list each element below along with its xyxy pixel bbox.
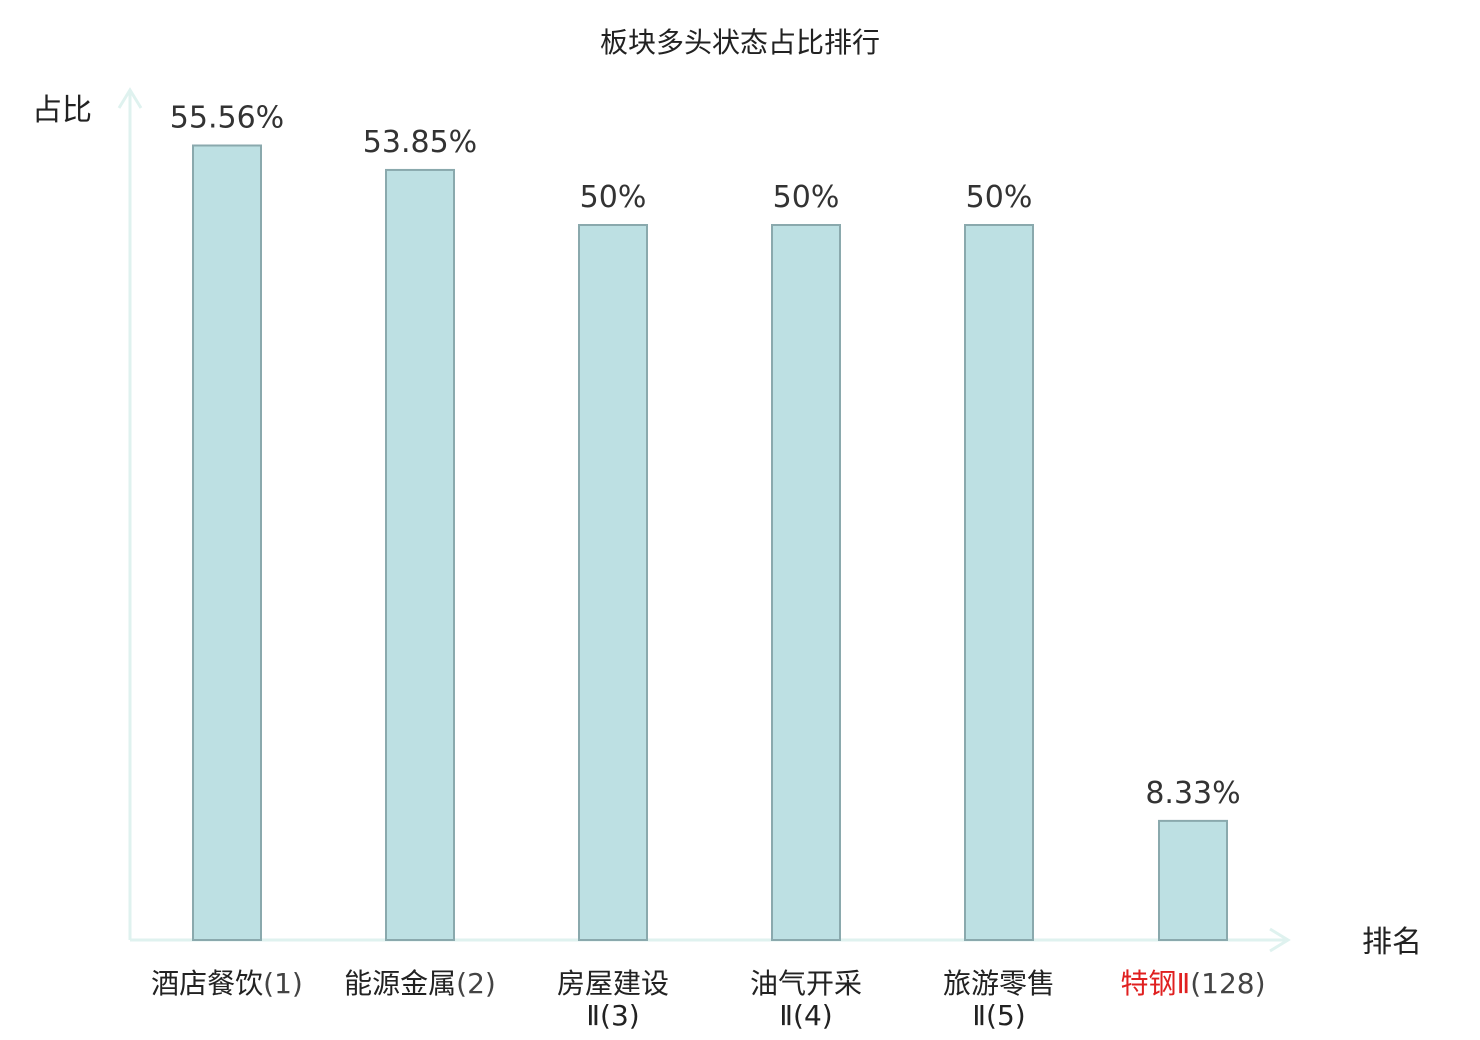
value-labels-group: 55.56% 53.85% 50% 50% 50% 8.33% <box>170 100 1241 810</box>
y-axis-arrow-icon <box>117 87 143 109</box>
category-name: 房屋建设 <box>557 967 669 1000</box>
category-label: 酒店餐饮(1) <box>151 967 303 1000</box>
bar-value-label: 55.56% <box>170 100 284 135</box>
category-name: 能源金属 <box>344 967 456 1000</box>
bar <box>578 224 648 941</box>
category-rank: (2) <box>456 967 496 1000</box>
bar-value-label: 50% <box>966 180 1033 215</box>
category-label: 房屋建设 <box>557 967 669 1000</box>
category-rank: (128) <box>1190 967 1265 1000</box>
bar-value-label: 50% <box>580 180 647 215</box>
category-rank-line: Ⅱ(3) <box>586 999 639 1032</box>
category-label: 能源金属(2) <box>344 967 496 1000</box>
bar-value-label: 8.33% <box>1145 776 1240 811</box>
category-rank: (1) <box>263 967 303 1000</box>
category-label: 特钢Ⅱ(128) <box>1120 967 1265 1000</box>
bar <box>385 168 455 941</box>
bar <box>964 224 1034 941</box>
bar <box>1158 819 1228 941</box>
x-axis-arrow-icon <box>1269 927 1291 953</box>
bar-value-label: 53.85% <box>363 125 477 160</box>
category-name: 特钢Ⅱ <box>1120 967 1190 1000</box>
category-name: 油气开采 <box>750 967 862 1000</box>
bar <box>771 224 841 941</box>
category-label: 旅游零售 <box>943 967 1055 1000</box>
bar-value-label: 50% <box>773 180 840 215</box>
category-name: 酒店餐饮 <box>151 967 263 1000</box>
category-rank-line: Ⅱ(5) <box>972 999 1025 1032</box>
bar <box>192 144 262 941</box>
category-rank-line: Ⅱ(4) <box>779 999 832 1032</box>
x-axis-label: 排名 <box>1362 925 1422 960</box>
axes <box>117 87 1291 953</box>
category-label: 油气开采 <box>750 967 862 1000</box>
y-axis-label: 占比 <box>32 93 92 128</box>
bars-group <box>192 144 1228 941</box>
category-name: 旅游零售 <box>943 967 1055 1000</box>
chart-title: 板块多头状态占比排行 <box>600 26 880 59</box>
